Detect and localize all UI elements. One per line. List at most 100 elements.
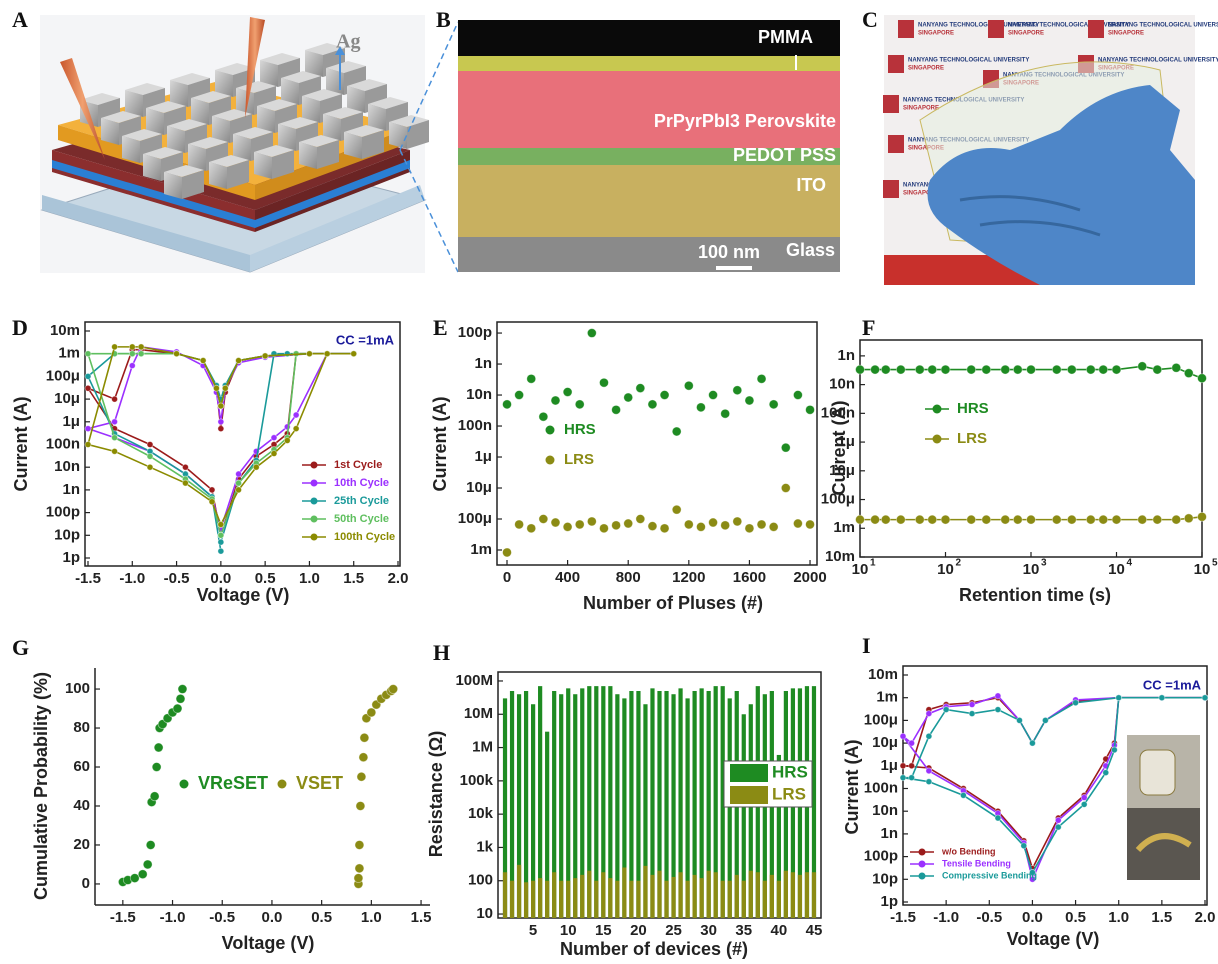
legend-marker — [310, 461, 318, 469]
cube-front — [167, 126, 185, 153]
x-tick-label: 15 — [595, 922, 612, 939]
zoom-line — [399, 21, 459, 151]
y-axis-label: Current (A) — [842, 740, 862, 835]
data-point — [350, 350, 358, 358]
panel-c-photo: NANYANG TECHNOLOGICAL UNIVERSITY SINGAPOR… — [883, 15, 1218, 285]
data-point — [1020, 842, 1028, 850]
bar — [594, 880, 599, 918]
legend-label: VSET — [296, 773, 343, 793]
series-line — [860, 516, 1203, 521]
annotation: CC =1mA — [1143, 677, 1202, 692]
x-tick-label: -1.5 — [75, 570, 101, 587]
data-point — [793, 518, 803, 529]
y-tick-label: 10k — [468, 805, 494, 822]
x-tick-exponent: 4 — [1127, 558, 1133, 569]
legend-label: 1st Cycle — [334, 459, 382, 471]
y-tick-label: 1m — [833, 519, 855, 536]
plot-area — [855, 361, 1207, 525]
legend-marker — [545, 425, 555, 435]
data-point — [128, 350, 136, 358]
data-point — [899, 774, 907, 782]
y-tick-label: 1μ — [837, 433, 855, 450]
bar — [797, 874, 803, 918]
legend-label: HRS — [772, 762, 808, 781]
bar — [706, 690, 711, 918]
y-tick-label: 1μ — [62, 413, 80, 430]
legend-label: Compressive Bending — [942, 870, 1037, 880]
bar — [523, 882, 529, 918]
cube-top — [233, 127, 273, 139]
data-point — [270, 434, 278, 442]
bar — [720, 880, 725, 918]
y-axis-label: Current (A) — [11, 397, 31, 492]
pmma-layer — [458, 20, 840, 56]
bar — [811, 872, 817, 918]
data-point — [173, 350, 180, 358]
bar — [720, 686, 725, 918]
data-point — [1197, 511, 1207, 522]
y-tick-label: 1k — [476, 838, 493, 855]
data-point — [145, 840, 156, 850]
x-tick-label: 0.5 — [1065, 909, 1086, 926]
panel-label: G — [12, 635, 29, 660]
electrode-array — [80, 43, 429, 199]
cube-top — [125, 83, 165, 95]
data-point — [252, 463, 260, 471]
x-tick-exponent: 1 — [870, 558, 876, 569]
y-tick-label: 1M — [472, 739, 493, 756]
y-tick-label: 100p — [46, 504, 80, 521]
data-point — [358, 752, 369, 763]
y-axis-label: Resistance (Ω) — [426, 731, 446, 857]
plot-frame — [496, 321, 818, 566]
x-tick-label: 1.5 — [343, 570, 364, 587]
bar — [552, 872, 557, 918]
cube-front — [143, 154, 161, 181]
cube-top — [101, 111, 141, 123]
bar — [573, 694, 578, 918]
data-point — [574, 519, 585, 530]
data-point — [940, 364, 951, 375]
data-point — [611, 520, 621, 531]
bar — [629, 880, 634, 918]
data-point — [908, 774, 916, 782]
data-point — [562, 522, 573, 532]
y-tick-label: 10n — [872, 802, 898, 819]
y-tick-label: 100μ — [864, 711, 898, 728]
probe — [245, 17, 265, 118]
x-tick-label: 2.0 — [1195, 909, 1216, 926]
x-tick-label: -1.0 — [160, 909, 186, 926]
x-tick-label: 2.0 — [388, 570, 409, 587]
data-point — [870, 364, 880, 375]
legend-label: LRS — [772, 784, 806, 803]
cube-side — [272, 150, 294, 179]
logo-text: NANYANG TECHNOLOGICAL UNIVERSITY — [908, 58, 1029, 64]
bar — [636, 880, 641, 918]
y-tick-label: 10μ — [872, 734, 898, 751]
legend-label: 25th Cycle — [334, 495, 389, 507]
y-tick-label: 1p — [880, 893, 898, 910]
data-point — [635, 383, 646, 394]
bar — [615, 694, 620, 918]
data-point — [235, 357, 242, 364]
y-tick-label: 100μ — [821, 491, 855, 508]
y-tick-label: 1μ — [880, 757, 898, 774]
data-point — [235, 479, 242, 487]
cube-side — [227, 160, 249, 189]
legend-label: 50th Cycle — [334, 513, 389, 525]
cube-top — [368, 97, 408, 109]
data-point — [960, 791, 967, 799]
x-tick-label: 25 — [665, 922, 682, 939]
data-point — [146, 452, 154, 460]
x-tick-label: 1200 — [672, 569, 705, 586]
data-point — [323, 350, 331, 358]
data-point — [1012, 514, 1023, 525]
cube-front — [368, 104, 386, 131]
data-point — [217, 425, 225, 433]
x-axis-label: Number of devices (#) — [560, 939, 748, 959]
logo-text: NANYANG TECHNOLOGICAL UNIVERSITY — [1108, 23, 1218, 29]
data-point — [1183, 513, 1194, 524]
cube-front — [122, 136, 140, 163]
y-tick-label: 1μ — [474, 448, 492, 465]
x-tick-label: -1.0 — [119, 570, 145, 587]
